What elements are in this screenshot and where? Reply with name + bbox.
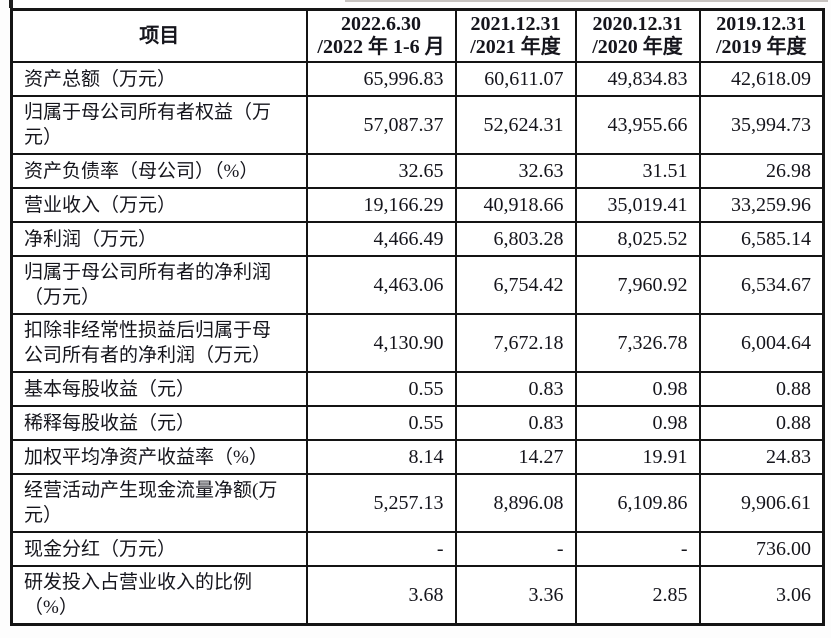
- row-value-2021: 3.36: [454, 565, 577, 626]
- table-header-row: 项目 2022.6.30 /2022 年 1-6 月 2021.12.31 /2…: [10, 8, 825, 63]
- row-label: 稀释每股收益（元）: [10, 405, 308, 441]
- row-value-2020: 43,955.66: [574, 95, 701, 155]
- financial-summary-table: 项目 2022.6.30 /2022 年 1-6 月 2021.12.31 /2…: [10, 8, 825, 626]
- row-value-2022h1: 5,257.13: [305, 473, 457, 533]
- row-value-2020: 49,834.83: [574, 61, 701, 97]
- row-value-2019: 24.83: [698, 439, 825, 475]
- table-row: 资产总额（万元） 65,996.83 60,611.07 49,834.83 4…: [10, 61, 825, 97]
- row-value-2022h1: 4,466.49: [305, 221, 457, 257]
- row-value-2020: 19.91: [574, 439, 701, 475]
- period-date: 2020.12.31: [592, 13, 683, 35]
- table-row: 加权平均净资产收益率（%） 8.14 14.27 19.91 24.83: [10, 439, 825, 475]
- header-item-column: 项目: [10, 8, 308, 63]
- row-value-2021: -: [454, 531, 577, 567]
- crop-artifact-line: [345, 0, 828, 2]
- row-value-2019: 33,259.96: [698, 187, 825, 223]
- row-value-2020: 2.85: [574, 565, 701, 626]
- row-value-2019: 42,618.09: [698, 61, 825, 97]
- header-period-2019: 2019.12.31 /2019 年度: [698, 8, 825, 63]
- row-value-2022h1: 4,130.90: [305, 313, 457, 373]
- header-period-2020: 2020.12.31 /2020 年度: [574, 8, 701, 63]
- row-value-2022h1: 4,463.06: [305, 255, 457, 315]
- row-value-2019: 3.06: [698, 565, 825, 626]
- row-label: 营业收入（万元）: [10, 187, 308, 223]
- row-value-2019: 26.98: [698, 153, 825, 189]
- period-date: 2021.12.31: [470, 13, 561, 35]
- row-value-2021: 52,624.31: [454, 95, 577, 155]
- row-value-2019: 9,906.61: [698, 473, 825, 533]
- row-label: 资产总额（万元）: [10, 61, 308, 97]
- row-value-2020: 7,960.92: [574, 255, 701, 315]
- row-value-2020: 6,109.86: [574, 473, 701, 533]
- row-label: 资产负债率（母公司）（%）: [10, 153, 308, 189]
- row-label: 扣除非经常性损益后归属于母 公司所有者的净利润（万元）: [10, 313, 308, 373]
- period-span: /2022 年 1-6 月: [317, 36, 445, 58]
- row-value-2020: 0.98: [574, 371, 701, 407]
- row-value-2022h1: 65,996.83: [305, 61, 457, 97]
- row-value-2021: 8,896.08: [454, 473, 577, 533]
- row-value-2021: 7,672.18: [454, 313, 577, 373]
- table-row: 研发投入占营业收入的比例 （%） 3.68 3.36 2.85 3.06: [10, 565, 825, 626]
- row-value-2022h1: 3.68: [305, 565, 457, 626]
- row-value-2019: 6,585.14: [698, 221, 825, 257]
- row-value-2022h1: 19,166.29: [305, 187, 457, 223]
- row-value-2021: 14.27: [454, 439, 577, 475]
- row-value-2019: 0.88: [698, 371, 825, 407]
- table-row: 稀释每股收益（元） 0.55 0.83 0.98 0.88: [10, 405, 825, 441]
- row-value-2019: 6,004.64: [698, 313, 825, 373]
- row-label: 现金分红（万元）: [10, 531, 308, 567]
- row-value-2021: 0.83: [454, 405, 577, 441]
- period-date: 2019.12.31: [716, 13, 807, 35]
- row-label: 净利润（万元）: [10, 221, 308, 257]
- header-period-2021: 2021.12.31 /2021 年度: [454, 8, 577, 63]
- row-value-2022h1: -: [305, 531, 457, 567]
- table-row: 营业收入（万元） 19,166.29 40,918.66 35,019.41 3…: [10, 187, 825, 223]
- header-period-2022h1: 2022.6.30 /2022 年 1-6 月: [305, 8, 457, 63]
- period-span: /2019 年度: [715, 36, 807, 58]
- row-value-2019: 6,534.67: [698, 255, 825, 315]
- table-row: 归属于母公司所有者权益（万 元） 57,087.37 52,624.31 43,…: [10, 95, 825, 155]
- row-label: 经营活动产生现金流量净额(万 元）: [10, 473, 308, 533]
- table-row: 归属于母公司所有者的净利润 （万元） 4,463.06 6,754.42 7,9…: [10, 255, 825, 315]
- row-value-2020: -: [574, 531, 701, 567]
- row-value-2020: 0.98: [574, 405, 701, 441]
- row-label: 加权平均净资产收益率（%）: [10, 439, 308, 475]
- row-value-2021: 60,611.07: [454, 61, 577, 97]
- row-value-2022h1: 32.65: [305, 153, 457, 189]
- table-row: 资产负债率（母公司）（%） 32.65 32.63 31.51 26.98: [10, 153, 825, 189]
- row-value-2022h1: 0.55: [305, 405, 457, 441]
- period-date: 2022.6.30: [341, 13, 421, 35]
- row-value-2022h1: 8.14: [305, 439, 457, 475]
- row-value-2021: 6,754.42: [454, 255, 577, 315]
- row-value-2020: 35,019.41: [574, 187, 701, 223]
- table-row: 净利润（万元） 4,466.49 6,803.28 8,025.52 6,585…: [10, 221, 825, 257]
- row-label: 基本每股收益（元）: [10, 371, 308, 407]
- row-value-2020: 7,326.78: [574, 313, 701, 373]
- row-value-2020: 31.51: [574, 153, 701, 189]
- table-row: 经营活动产生现金流量净额(万 元） 5,257.13 8,896.08 6,10…: [10, 473, 825, 533]
- table-body: 资产总额（万元） 65,996.83 60,611.07 49,834.83 4…: [10, 61, 825, 626]
- row-label: 研发投入占营业收入的比例 （%）: [10, 565, 308, 626]
- period-span: /2021 年度: [470, 36, 561, 58]
- row-value-2022h1: 57,087.37: [305, 95, 457, 155]
- row-value-2022h1: 0.55: [305, 371, 457, 407]
- row-value-2019: 35,994.73: [698, 95, 825, 155]
- crop-artifact-tick: [9, 0, 13, 8]
- table-row: 扣除非经常性损益后归属于母 公司所有者的净利润（万元） 4,130.90 7,6…: [10, 313, 825, 373]
- row-value-2021: 0.83: [454, 371, 577, 407]
- row-value-2019: 736.00: [698, 531, 825, 567]
- row-label: 归属于母公司所有者权益（万 元）: [10, 95, 308, 155]
- row-label: 归属于母公司所有者的净利润 （万元）: [10, 255, 308, 315]
- row-value-2020: 8,025.52: [574, 221, 701, 257]
- period-span: /2020 年度: [592, 36, 683, 58]
- row-value-2021: 40,918.66: [454, 187, 577, 223]
- table-row: 基本每股收益（元） 0.55 0.83 0.98 0.88: [10, 371, 825, 407]
- table-row: 现金分红（万元） - - - 736.00: [10, 531, 825, 567]
- row-value-2021: 6,803.28: [454, 221, 577, 257]
- row-value-2019: 0.88: [698, 405, 825, 441]
- row-value-2021: 32.63: [454, 153, 577, 189]
